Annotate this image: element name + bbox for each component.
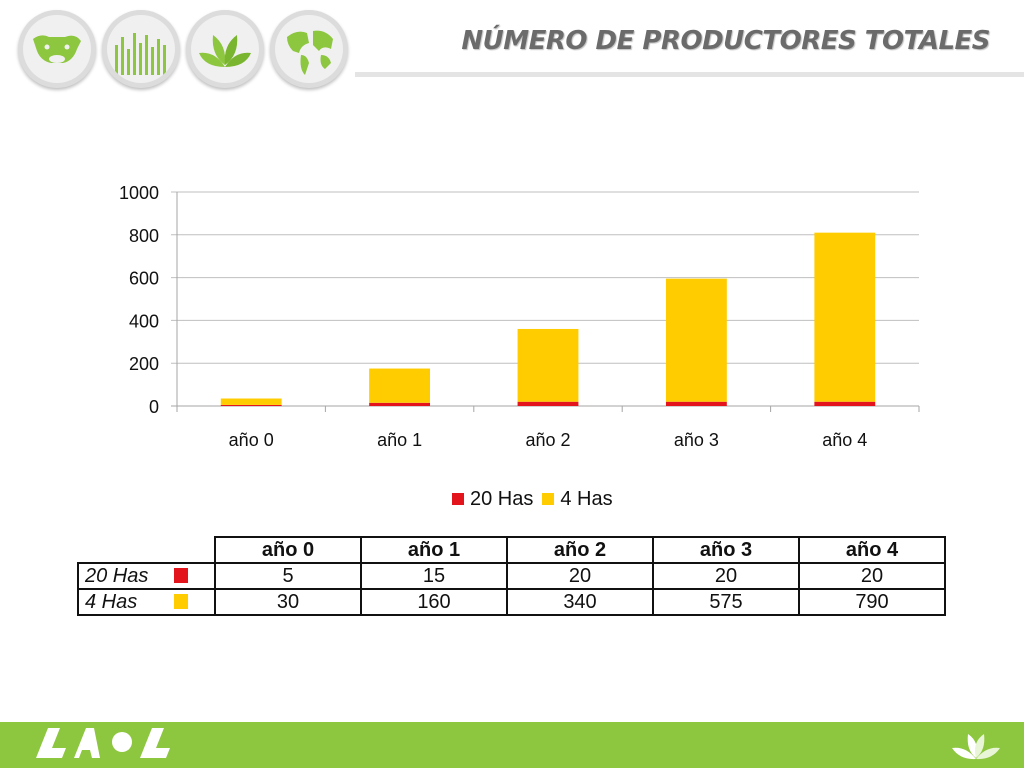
bar-20-has [220, 404, 282, 406]
table-row-label: 20 Has [77, 562, 216, 590]
table-cell: 575 [652, 588, 800, 616]
table-row: 20 Has 5 15 20 20 20 [77, 562, 946, 590]
leaf-logo-icon [952, 734, 1000, 760]
bar-4-has [814, 232, 876, 402]
x-tick-label: año 4 [822, 430, 867, 450]
bar-20-has [369, 402, 431, 406]
bar-4-has [220, 398, 282, 405]
table-cell: 30 [214, 588, 362, 616]
title-underline [355, 72, 1024, 77]
table-cell: 790 [798, 588, 946, 616]
table-col-header: año 1 [360, 536, 508, 564]
row-label-text: 20 Has [85, 564, 149, 587]
table-col-header: año 2 [506, 536, 654, 564]
table-corner-cell [78, 537, 216, 564]
footer-bar [0, 722, 1024, 768]
x-tick-label: año 2 [525, 430, 570, 450]
bar-4-has [369, 368, 431, 403]
legend-swatch-4has [542, 493, 555, 505]
row-swatch-20has [174, 568, 188, 583]
y-tick-label: 600 [129, 269, 159, 289]
table-header-row: año 0 año 1 año 2 año 3 año 4 [78, 536, 946, 564]
data-table: año 0 año 1 año 2 año 3 año 4 20 Has 5 1… [77, 536, 946, 616]
legend-label-4has: 4 Has [560, 487, 613, 510]
table-cell: 340 [506, 588, 654, 616]
bar-20-has [665, 401, 727, 406]
legend-swatch-20has [452, 493, 464, 505]
table-cell: 5 [214, 562, 362, 590]
globe-icon [270, 10, 348, 88]
y-tick-label: 1000 [119, 183, 159, 203]
bar-4-has [665, 278, 727, 402]
cow-icon [18, 10, 96, 88]
table-cell: 20 [506, 562, 654, 590]
bar-20-has [814, 401, 876, 406]
row-label-text: 4 Has [85, 590, 138, 613]
y-tick-label: 800 [129, 226, 159, 246]
x-tick-label: año 3 [674, 430, 719, 450]
row-swatch-4has [174, 594, 188, 609]
table-cell: 20 [652, 562, 800, 590]
table-col-header: año 0 [214, 536, 362, 564]
brand-logo-icon [36, 728, 170, 758]
bar-4-has [517, 328, 579, 402]
table-row-label: 4 Has [77, 588, 216, 616]
table-cell: 20 [798, 562, 946, 590]
table-cell: 15 [360, 562, 508, 590]
y-tick-label: 400 [129, 311, 159, 331]
x-tick-label: año 0 [229, 430, 274, 450]
legend-item-4has: 4 Has [542, 487, 613, 511]
legend-item-20has: 20 Has [452, 488, 533, 511]
table-row: 4 Has 30 160 340 575 790 [77, 588, 946, 616]
page-title: NÚMERO DE PRODUCTORES TOTALES [461, 26, 990, 56]
x-tick-label: año 1 [377, 430, 422, 450]
table-col-header: año 3 [652, 536, 800, 564]
chart-legend: 20 Has 4 Has [452, 487, 622, 511]
bar-20-has [517, 401, 579, 406]
grass-icon [102, 10, 180, 88]
table-col-header: año 4 [798, 536, 946, 564]
y-tick-label: 0 [149, 397, 159, 417]
table-cell: 160 [360, 588, 508, 616]
legend-label-20has: 20 Has [470, 487, 534, 510]
y-tick-label: 200 [129, 354, 159, 374]
leaf-sprout-icon [186, 10, 264, 88]
